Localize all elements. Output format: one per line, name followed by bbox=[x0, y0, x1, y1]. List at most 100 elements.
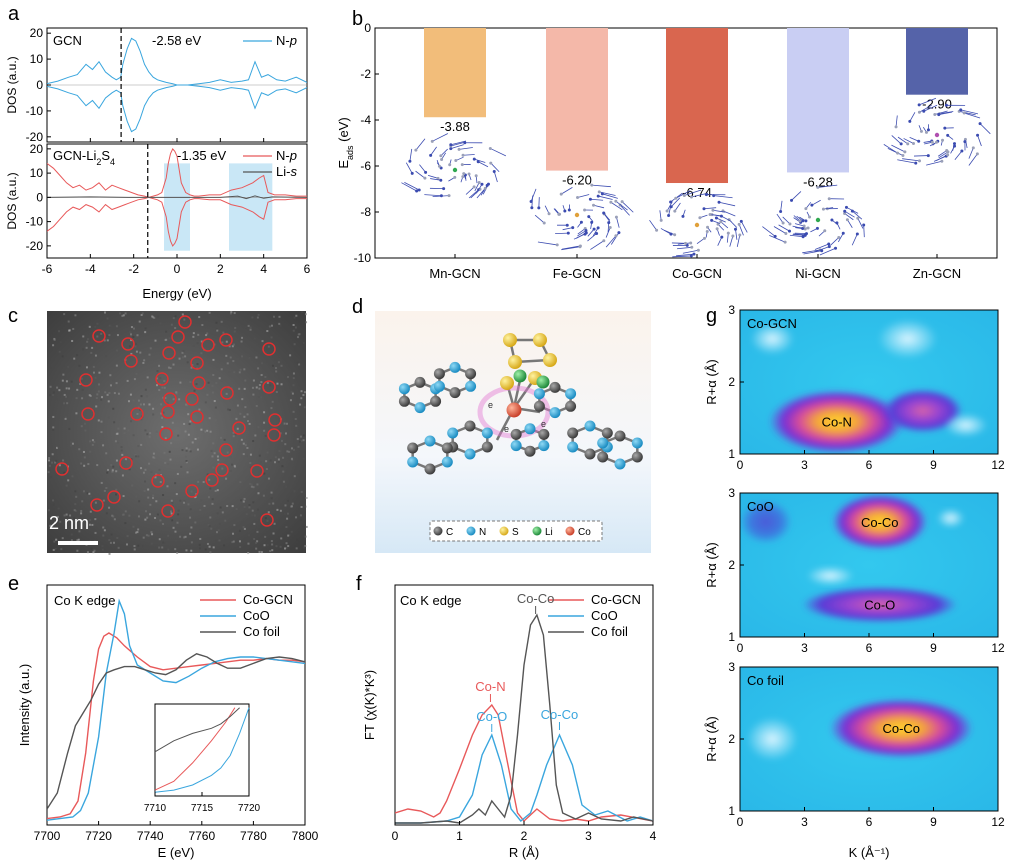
b-mol-bond bbox=[619, 204, 630, 216]
c-noise-dot bbox=[280, 439, 283, 442]
b-mol-bond bbox=[607, 222, 610, 233]
b-mol-atom bbox=[454, 159, 458, 163]
b-mol-atom bbox=[843, 209, 847, 213]
c-noise-dot bbox=[70, 539, 73, 542]
b-mol-bond bbox=[793, 233, 806, 236]
g-ytick-label: 2 bbox=[728, 732, 735, 746]
f-legend-label: Co-GCN bbox=[591, 592, 641, 607]
b-molecule-sketch bbox=[649, 189, 748, 258]
c-noise-dot bbox=[119, 466, 122, 469]
c-noise-dot bbox=[201, 324, 204, 327]
c-noise-dot bbox=[92, 371, 95, 374]
c-noise-dot bbox=[284, 432, 287, 435]
c-noise-dot bbox=[137, 515, 140, 518]
c-noise-dot bbox=[170, 323, 173, 326]
c-noise-dot bbox=[206, 429, 209, 432]
c-noise-dot bbox=[198, 547, 201, 550]
c-noise-dot bbox=[277, 361, 280, 364]
b-mol-atom bbox=[448, 163, 452, 167]
b-mol-atom bbox=[592, 203, 596, 207]
panel-d-structure-model: e e e C N S Li Co bbox=[375, 311, 651, 553]
c-noise-dot bbox=[80, 463, 83, 466]
c-noise-dot bbox=[243, 527, 246, 530]
e-legend-label: CoO bbox=[243, 608, 270, 623]
b-mol-bond bbox=[712, 209, 726, 213]
c-noise-dot bbox=[264, 535, 267, 538]
d-atom-c bbox=[584, 448, 596, 460]
c-atom-circle bbox=[178, 315, 192, 329]
c-noise-dot bbox=[58, 350, 61, 353]
c-noise-dot bbox=[232, 532, 235, 535]
c-noise-dot bbox=[55, 398, 58, 401]
g1-xtick-label: 6 bbox=[866, 458, 873, 472]
c-noise-dot bbox=[251, 514, 254, 517]
b-mol-bond bbox=[593, 204, 605, 209]
a1-ytick-label: -20 bbox=[26, 130, 44, 144]
c-noise-dot bbox=[100, 332, 103, 335]
panel-e-xanes: 7700 7720 7740 7760 7780 7800 Co K edge Co-GC… bbox=[17, 584, 319, 860]
c-noise-dot bbox=[204, 430, 207, 433]
a-highlight-region bbox=[229, 163, 273, 251]
c-noise-dot bbox=[109, 541, 112, 544]
b-mol-bond bbox=[979, 123, 991, 135]
b-mol-atom bbox=[815, 226, 819, 230]
c-atom-circle bbox=[155, 372, 169, 386]
b-mol-bond bbox=[778, 224, 790, 232]
c-noise-dot bbox=[48, 464, 51, 467]
d-atom-c bbox=[549, 381, 561, 393]
c-noise-dot bbox=[293, 475, 296, 478]
c-noise-dot bbox=[93, 549, 96, 552]
c-noise-dot bbox=[291, 458, 294, 461]
c-noise-dot bbox=[260, 374, 263, 377]
c-noise-dot bbox=[299, 514, 302, 517]
c-noise-dot bbox=[234, 326, 237, 329]
c-noise-dot bbox=[135, 495, 138, 498]
c-noise-dot bbox=[294, 418, 297, 421]
b-mol-atom bbox=[489, 161, 493, 165]
c-noise-dot bbox=[234, 433, 237, 436]
c-noise-dot bbox=[172, 363, 175, 366]
b-mol-bond bbox=[493, 171, 498, 183]
b-mol-atom bbox=[667, 213, 671, 217]
c-atom-circle bbox=[162, 346, 176, 360]
c-noise-dot bbox=[195, 383, 198, 386]
c-noise-dot bbox=[169, 367, 172, 370]
b-bar-ni-gcn bbox=[787, 28, 849, 173]
b-mol-atom bbox=[578, 245, 582, 249]
c-noise-dot bbox=[146, 433, 149, 436]
b-mol-bond bbox=[537, 241, 558, 246]
c-noise-dot bbox=[266, 519, 269, 522]
c-noise-dot bbox=[169, 458, 172, 461]
e-xtick-label: 7760 bbox=[188, 829, 215, 843]
c-noise-dot bbox=[176, 551, 179, 554]
c-noise-dot bbox=[131, 484, 134, 487]
c-noise-dot bbox=[132, 335, 135, 338]
c-atom-circle bbox=[121, 337, 135, 351]
c-noise-dot bbox=[164, 396, 167, 399]
b-mol-atom bbox=[924, 130, 928, 134]
b-ytick-label: -8 bbox=[360, 205, 371, 219]
c-noise-dot bbox=[153, 316, 156, 319]
c-noise-dot bbox=[100, 481, 103, 484]
c-noise-dot bbox=[107, 400, 110, 403]
c-noise-dot bbox=[164, 461, 167, 464]
c-noise-dot bbox=[258, 387, 261, 390]
c-noise-dot bbox=[88, 394, 91, 397]
b-mol-bond bbox=[773, 226, 787, 234]
d-atom-c bbox=[465, 368, 477, 380]
c-noise-dot bbox=[168, 450, 171, 453]
c-atom-circle bbox=[159, 427, 173, 441]
g2-xtick-label: 12 bbox=[991, 641, 1005, 655]
c-noise-dot bbox=[106, 393, 109, 396]
b-ytick-label: -10 bbox=[354, 251, 372, 265]
c-noise-dot bbox=[116, 441, 119, 444]
b-mol-atom bbox=[483, 186, 487, 190]
b-mol-bond bbox=[736, 234, 741, 247]
e-xtick-label: 7800 bbox=[292, 829, 319, 843]
d-atom-s bbox=[533, 333, 547, 347]
b-mol-atom bbox=[571, 226, 575, 230]
c-noise-dot bbox=[248, 504, 251, 507]
c-noise-dot bbox=[59, 520, 62, 523]
c-noise-dot bbox=[97, 390, 100, 393]
g2-label: CoO bbox=[747, 499, 774, 514]
